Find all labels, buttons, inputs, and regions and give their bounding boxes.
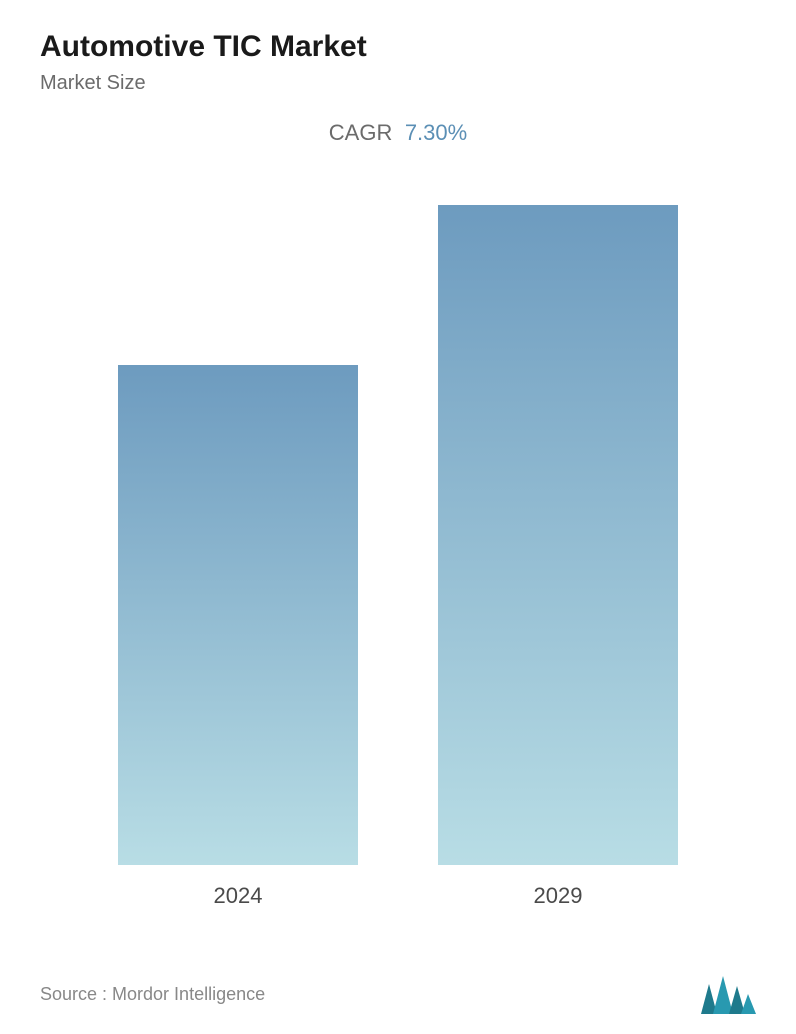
- cagr-value: 7.30%: [405, 120, 467, 145]
- mordor-logo-icon: [701, 974, 756, 1014]
- chart-subtitle: Market Size: [40, 72, 756, 95]
- bar-group-1: 2029: [438, 205, 678, 909]
- bar-label-2029: 2029: [534, 883, 583, 909]
- cagr-row: CAGR 7.30%: [40, 120, 756, 146]
- chart-title: Automotive TIC Market: [40, 30, 756, 64]
- chart-container: Automotive TIC Market Market Size CAGR 7…: [0, 0, 796, 1034]
- source-text: Source : Mordor Intelligence: [40, 984, 265, 1005]
- chart-area: 2024 2029: [40, 196, 756, 939]
- footer: Source : Mordor Intelligence: [40, 959, 756, 1014]
- bar-2029: [438, 205, 678, 865]
- bar-label-2024: 2024: [214, 883, 263, 909]
- bar-2024: [118, 365, 358, 865]
- bar-group-0: 2024: [118, 365, 358, 909]
- cagr-label: CAGR: [329, 120, 393, 145]
